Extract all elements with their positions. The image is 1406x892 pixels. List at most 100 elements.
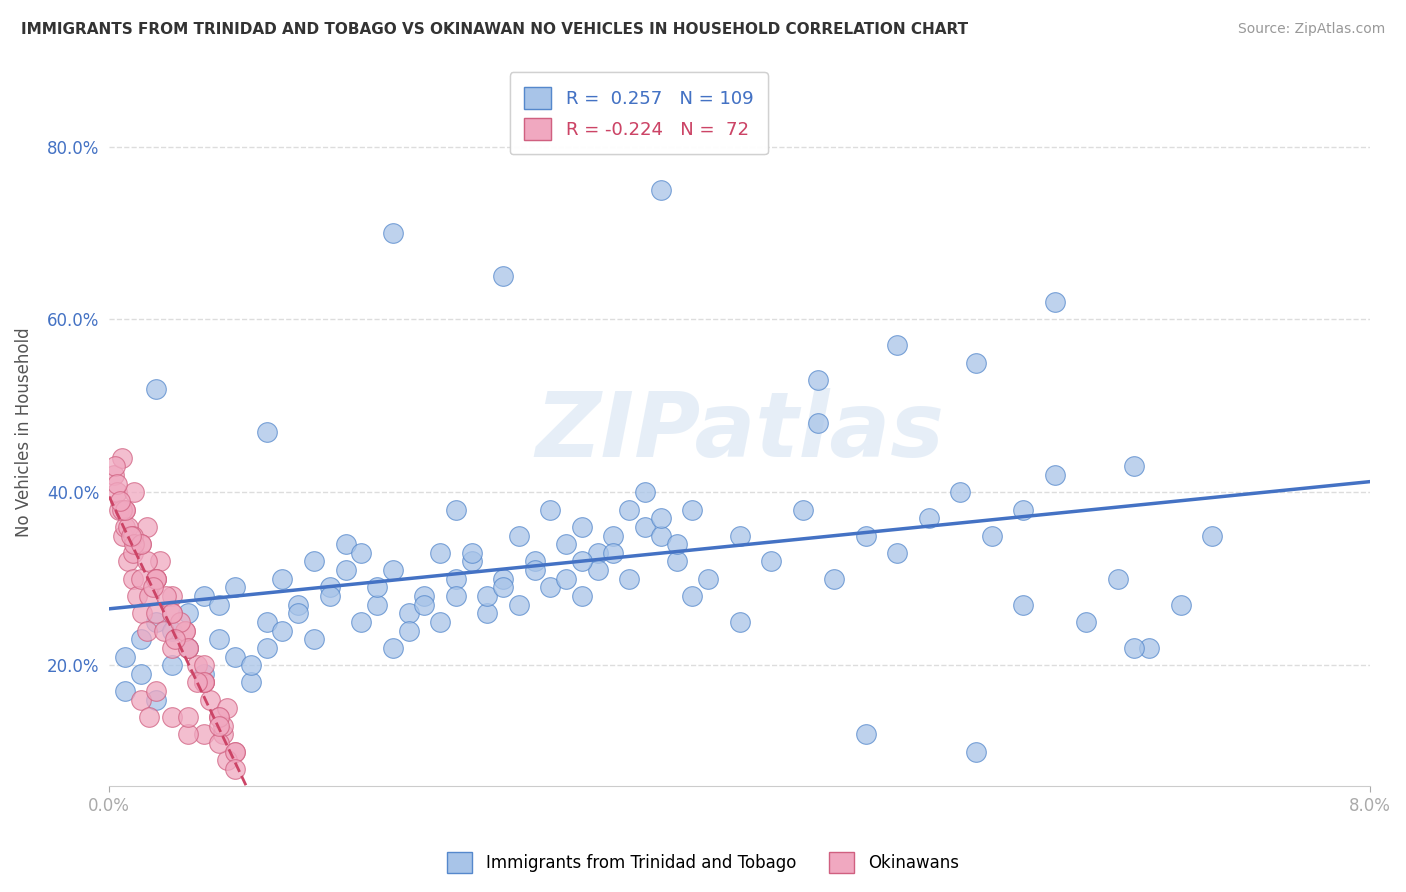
Point bbox=[208, 710, 231, 724]
Point bbox=[198, 692, 221, 706]
Point bbox=[918, 511, 941, 525]
Point bbox=[398, 607, 420, 621]
Point bbox=[965, 356, 987, 370]
Point bbox=[112, 528, 135, 542]
Point bbox=[965, 745, 987, 759]
Point bbox=[224, 649, 246, 664]
Point bbox=[142, 580, 165, 594]
Point bbox=[477, 607, 499, 621]
Point bbox=[1122, 640, 1144, 655]
Point bbox=[160, 640, 183, 655]
Point bbox=[145, 382, 167, 396]
Point bbox=[350, 615, 373, 629]
Point bbox=[193, 658, 215, 673]
Point bbox=[124, 537, 146, 551]
Point bbox=[256, 615, 278, 629]
Point bbox=[807, 373, 830, 387]
Point bbox=[111, 502, 134, 516]
Point bbox=[886, 338, 908, 352]
Point bbox=[114, 502, 136, 516]
Point bbox=[429, 546, 451, 560]
Point bbox=[728, 528, 751, 542]
Point bbox=[980, 528, 1002, 542]
Point bbox=[105, 476, 128, 491]
Point bbox=[1107, 572, 1129, 586]
Point bbox=[681, 589, 703, 603]
Legend: R =  0.257   N = 109, R = -0.224   N =  72: R = 0.257 N = 109, R = -0.224 N = 72 bbox=[510, 72, 768, 154]
Point bbox=[224, 745, 246, 759]
Point bbox=[460, 554, 482, 568]
Point bbox=[103, 468, 125, 483]
Point bbox=[160, 607, 183, 621]
Point bbox=[127, 589, 149, 603]
Point bbox=[186, 675, 208, 690]
Point bbox=[129, 537, 152, 551]
Point bbox=[131, 607, 153, 621]
Point bbox=[256, 425, 278, 439]
Point bbox=[145, 692, 167, 706]
Point bbox=[129, 572, 152, 586]
Point bbox=[460, 546, 482, 560]
Point bbox=[193, 589, 215, 603]
Point bbox=[634, 485, 657, 500]
Point bbox=[117, 520, 139, 534]
Point bbox=[508, 598, 530, 612]
Point bbox=[1201, 528, 1223, 542]
Point bbox=[148, 554, 170, 568]
Point bbox=[124, 485, 146, 500]
Point bbox=[208, 632, 231, 647]
Point bbox=[177, 727, 200, 741]
Point bbox=[145, 572, 167, 586]
Point bbox=[508, 528, 530, 542]
Point bbox=[224, 745, 246, 759]
Point bbox=[1012, 598, 1035, 612]
Point bbox=[173, 624, 195, 638]
Point bbox=[217, 701, 239, 715]
Point bbox=[121, 546, 143, 560]
Point bbox=[602, 546, 624, 560]
Point bbox=[129, 537, 152, 551]
Y-axis label: No Vehicles in Household: No Vehicles in Household bbox=[15, 327, 32, 537]
Point bbox=[211, 719, 233, 733]
Point bbox=[855, 727, 877, 741]
Point bbox=[160, 658, 183, 673]
Point bbox=[287, 607, 309, 621]
Point bbox=[697, 572, 720, 586]
Point bbox=[177, 710, 200, 724]
Point bbox=[117, 554, 139, 568]
Point bbox=[571, 520, 593, 534]
Point bbox=[114, 649, 136, 664]
Point bbox=[193, 666, 215, 681]
Point bbox=[1043, 468, 1066, 483]
Point bbox=[571, 589, 593, 603]
Point bbox=[165, 632, 187, 647]
Point bbox=[145, 572, 167, 586]
Point bbox=[650, 528, 672, 542]
Point bbox=[145, 615, 167, 629]
Point bbox=[634, 520, 657, 534]
Point bbox=[114, 684, 136, 698]
Point bbox=[211, 727, 233, 741]
Point bbox=[586, 546, 609, 560]
Point bbox=[1137, 640, 1160, 655]
Point bbox=[1122, 459, 1144, 474]
Point bbox=[444, 502, 467, 516]
Point bbox=[186, 658, 208, 673]
Text: ZIPatlas: ZIPatlas bbox=[536, 388, 943, 475]
Point bbox=[1043, 295, 1066, 310]
Point bbox=[619, 502, 641, 516]
Point bbox=[1012, 502, 1035, 516]
Point bbox=[114, 520, 136, 534]
Point bbox=[602, 528, 624, 542]
Point bbox=[287, 598, 309, 612]
Point bbox=[413, 589, 436, 603]
Point bbox=[650, 511, 672, 525]
Point bbox=[538, 502, 561, 516]
Point bbox=[792, 502, 814, 516]
Point bbox=[555, 537, 578, 551]
Point bbox=[193, 675, 215, 690]
Point bbox=[145, 572, 167, 586]
Point bbox=[398, 624, 420, 638]
Point bbox=[224, 580, 246, 594]
Point bbox=[350, 546, 373, 560]
